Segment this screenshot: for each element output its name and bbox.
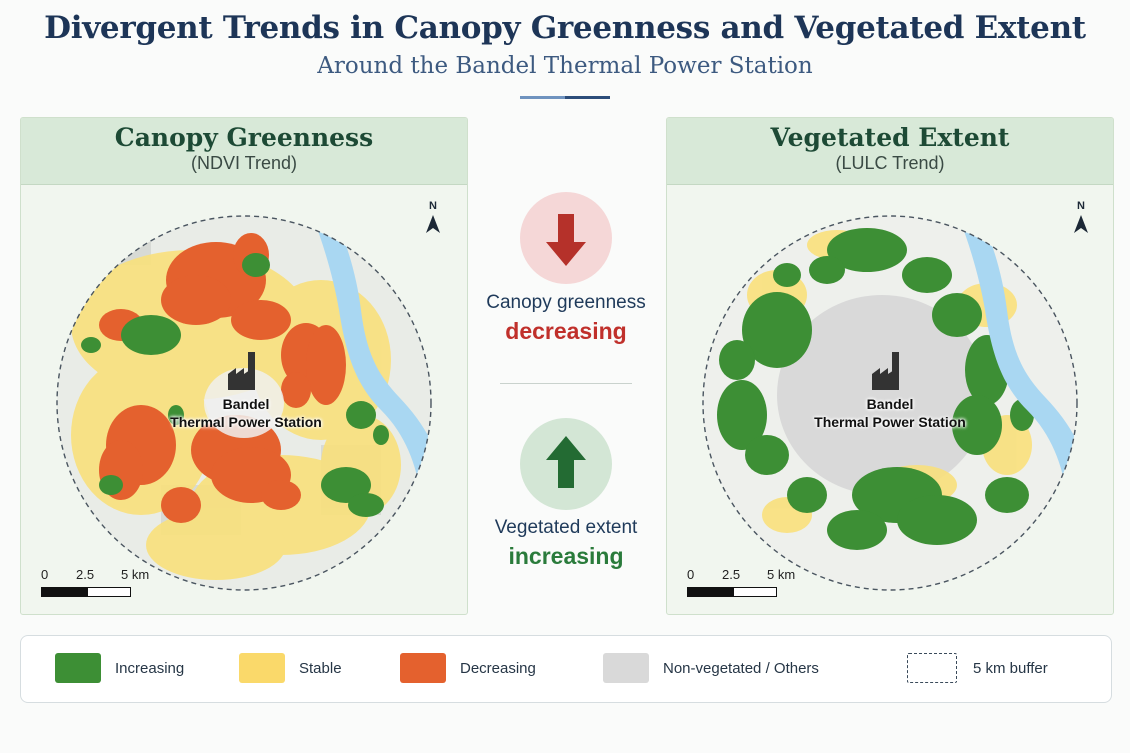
- increase-value: increasing: [508, 543, 624, 569]
- legend-swatch: [603, 653, 649, 683]
- trend-indicators: Canopy greenness decreasing Vegetated ex…: [470, 180, 662, 590]
- scale-segment-dark: [687, 587, 734, 597]
- legend-swatch: [55, 653, 101, 683]
- plant-name: Bandel: [866, 396, 914, 412]
- panel-title: Canopy Greenness: [114, 123, 374, 152]
- buffer-circle: [56, 215, 432, 591]
- panel-subtitle: (NDVI Trend): [190, 153, 298, 173]
- legend-label: 5 km buffer: [973, 660, 1048, 677]
- plant-label: Bandel Thermal Power Station: [790, 395, 990, 431]
- scale-tick-1: 2.5: [722, 567, 741, 582]
- title-divider: [520, 96, 610, 99]
- plant-subname: Thermal Power Station: [170, 414, 322, 430]
- decrease-value: decreasing: [505, 318, 627, 344]
- ndvi-map-panel: Canopy Greenness (NDVI Trend): [20, 117, 468, 615]
- scale-bar: 0 2.5 5 km: [687, 567, 817, 601]
- legend-label: Increasing: [115, 660, 185, 677]
- scale-bar: 0 2.5 5 km: [41, 567, 171, 601]
- scale-tick-0: 0: [687, 567, 695, 582]
- river: [306, 216, 431, 495]
- panel-header: Canopy Greenness (NDVI Trend): [21, 118, 467, 185]
- lulc-trend-map: [702, 215, 1078, 591]
- indicator-divider: [500, 383, 632, 384]
- legend-label: Decreasing: [460, 660, 536, 677]
- page-subtitle: Around the Bandel Thermal Power Station: [317, 53, 813, 79]
- factory-icon: [872, 352, 899, 390]
- plant-label: Bandel Thermal Power Station: [146, 395, 346, 431]
- legend-swatch: [400, 653, 446, 683]
- scale-tick-0: 0: [41, 567, 49, 582]
- arrow-up-icon: [546, 436, 586, 488]
- decrease-text: Canopy greenness decreasing: [470, 292, 662, 345]
- scale-tick-2: 5 km: [121, 567, 150, 582]
- increasing-patches: [717, 228, 1034, 550]
- panel-title: Vegetated Extent: [770, 123, 1010, 152]
- decrease-indicator: [520, 192, 612, 284]
- panel-subtitle: (LULC Trend): [835, 153, 945, 173]
- increasing-patches: [81, 253, 389, 517]
- legend-label: Non-vegetated / Others: [663, 660, 819, 677]
- buffer-circle: [702, 215, 1078, 591]
- factory-icon: [228, 352, 255, 390]
- legend-label: Stable: [299, 660, 342, 677]
- increase-indicator: [520, 418, 612, 510]
- scale-tick-2: 5 km: [767, 567, 796, 582]
- river: [952, 216, 1077, 495]
- legend-swatch-dashed: [907, 653, 957, 683]
- map-legend: Increasing Stable Decreasing Non-vegetat…: [20, 635, 1112, 703]
- scale-segment-light: [733, 587, 777, 597]
- north-label: N: [429, 200, 437, 212]
- north-arrow: N: [1071, 200, 1091, 234]
- lulc-map-panel: Vegetated Extent (LULC Trend): [666, 117, 1114, 615]
- north-arrow-icon: [1074, 215, 1088, 233]
- north-label: N: [1077, 200, 1085, 212]
- plant-subname: Thermal Power Station: [814, 414, 966, 430]
- page-title: Divergent Trends in Canopy Greenness and…: [44, 10, 1086, 46]
- north-arrow: N: [423, 200, 443, 234]
- arrow-down-icon: [546, 214, 586, 266]
- plant-name: Bandel: [222, 396, 270, 412]
- non-vegetated-core: [777, 295, 987, 495]
- scale-segment-dark: [41, 587, 88, 597]
- decrease-label: Canopy greenness: [486, 292, 646, 313]
- increase-text: Vegetated extent increasing: [470, 517, 662, 570]
- increase-label: Vegetated extent: [494, 517, 638, 538]
- panel-header: Vegetated Extent (LULC Trend): [667, 118, 1113, 185]
- scale-segment-light: [87, 587, 131, 597]
- north-arrow-icon: [426, 215, 440, 233]
- legend-swatch: [239, 653, 285, 683]
- scale-tick-1: 2.5: [76, 567, 95, 582]
- lulc-map-content: [703, 216, 1077, 590]
